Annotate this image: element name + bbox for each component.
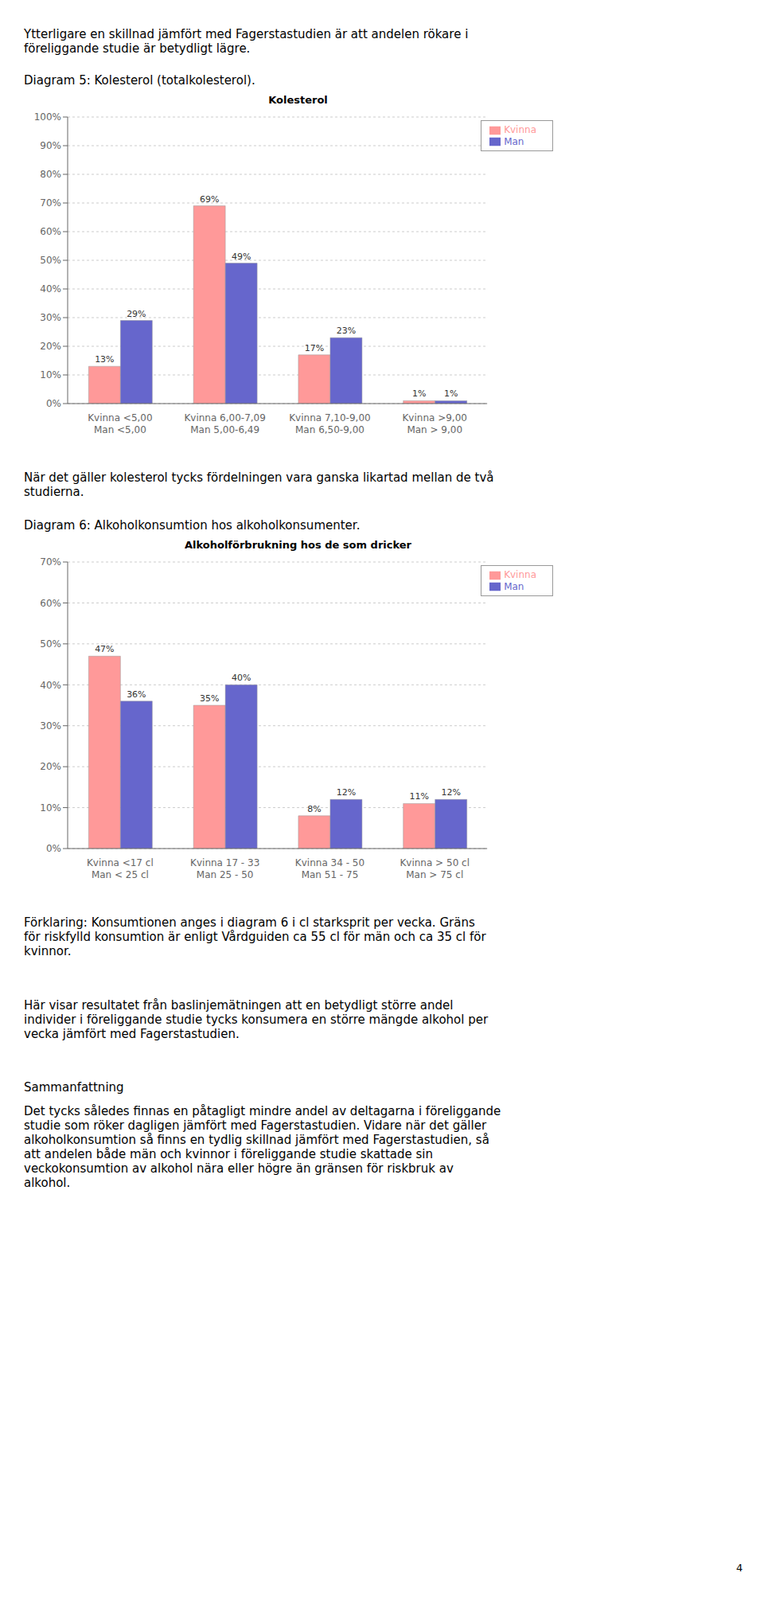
svg-text:10%: 10% — [39, 802, 62, 814]
html-text:Här visar resultatet från basl: Här visar resultatet från baslinjemätnin… — [23, 997, 488, 1041]
svg-text:60%: 60% — [39, 226, 62, 238]
svg-text:Kvinna <5,00Man <5,00: Kvinna <5,00Man <5,00 — [87, 412, 153, 436]
svg-text:Kvinna 7,10-9,00Man 6,50-9,00: Kvinna 7,10-9,00Man 6,50-9,00 — [288, 412, 371, 436]
svg-text:Kvinna 6,00-7,09Man 5,00-6,49: Kvinna 6,00-7,09Man 5,00-6,49 — [183, 412, 266, 436]
svg-text:Kvinna 17 - 33Man 25 - 50: Kvinna 17 - 33Man 25 - 50 — [190, 857, 260, 881]
svg-text:70%: 70% — [39, 197, 62, 209]
svg-text:50%: 50% — [39, 638, 62, 650]
html-text:När det gäller kolesterol tyck: När det gäller kolesterol tycks fördelni… — [23, 470, 494, 499]
svg-text:Kvinna <17 clMan < 25 cl: Kvinna <17 clMan < 25 cl — [86, 857, 154, 881]
html-text:Förklaring: Konsumtionen anges: Förklaring: Konsumtionen anges i diagram… — [23, 915, 486, 959]
svg-text:20%: 20% — [39, 340, 62, 352]
svg-text:0%: 0% — [46, 842, 62, 854]
html-text:Diagram 5: Kolesterol (totalko: Diagram 5: Kolesterol (totalkolesterol). — [23, 73, 256, 88]
svg-text:70%: 70% — [39, 556, 62, 568]
svg-text:17%: 17% — [304, 343, 324, 354]
html-text:4: 4 — [736, 1561, 743, 1574]
html-text:Kolesterol: Kolesterol — [268, 93, 328, 106]
svg-text:10%: 10% — [39, 369, 62, 381]
svg-text:90%: 90% — [39, 140, 62, 152]
svg-text:49%: 49% — [231, 251, 251, 262]
svg-text:1%: 1% — [412, 388, 426, 399]
svg-text:8%: 8% — [307, 803, 321, 815]
html-text:Man: Man — [503, 135, 524, 147]
svg-text:20%: 20% — [39, 760, 62, 772]
svg-text:35%: 35% — [199, 693, 219, 704]
svg-text:Kvinna > 50 clMan > 75 cl: Kvinna > 50 clMan > 75 cl — [399, 857, 470, 881]
svg-text:40%: 40% — [231, 672, 251, 683]
svg-text:36%: 36% — [126, 689, 146, 700]
svg-text:40%: 40% — [39, 679, 62, 691]
html-text:Det tycks således finnas en på: Det tycks således finnas en påtagligt mi… — [23, 1103, 501, 1190]
svg-text:13%: 13% — [94, 354, 114, 365]
html-text:Ytterligare en skillnad jämför: Ytterligare en skillnad jämfört med Fage… — [23, 27, 469, 56]
html-text:Alkoholförbrukning hos de som: Alkoholförbrukning hos de som dricker — [184, 538, 412, 551]
svg-text:12%: 12% — [440, 787, 460, 798]
svg-text:47%: 47% — [94, 643, 114, 655]
html-text:Man: Man — [503, 580, 524, 592]
svg-text:23%: 23% — [336, 325, 356, 336]
svg-text:30%: 30% — [39, 720, 62, 732]
svg-text:30%: 30% — [39, 311, 62, 324]
html-text:Sammanfattning: Sammanfattning — [23, 1079, 124, 1095]
html-text:Kvinna: Kvinna — [503, 569, 537, 581]
svg-text:12%: 12% — [336, 787, 356, 798]
html-text:Diagram 6: Alkoholkonsumtion h: Diagram 6: Alkoholkonsumtion hos alkohol… — [23, 518, 361, 533]
svg-text:29%: 29% — [126, 308, 146, 320]
svg-text:40%: 40% — [39, 283, 62, 295]
svg-text:Kvinna >9,00Man > 9,00: Kvinna >9,00Man > 9,00 — [402, 412, 468, 436]
svg-text:50%: 50% — [39, 254, 62, 266]
svg-text:100%: 100% — [34, 111, 62, 123]
svg-text:Kvinna 34 - 50Man 51 - 75: Kvinna 34 - 50Man 51 - 75 — [295, 857, 365, 881]
svg-text:1%: 1% — [444, 388, 458, 399]
svg-text:69%: 69% — [199, 194, 219, 205]
svg-text:60%: 60% — [39, 597, 62, 609]
svg-text:0%: 0% — [46, 397, 62, 410]
html-text:Kvinna: Kvinna — [503, 124, 537, 136]
svg-text:11%: 11% — [409, 791, 429, 802]
svg-text:80%: 80% — [39, 168, 62, 180]
